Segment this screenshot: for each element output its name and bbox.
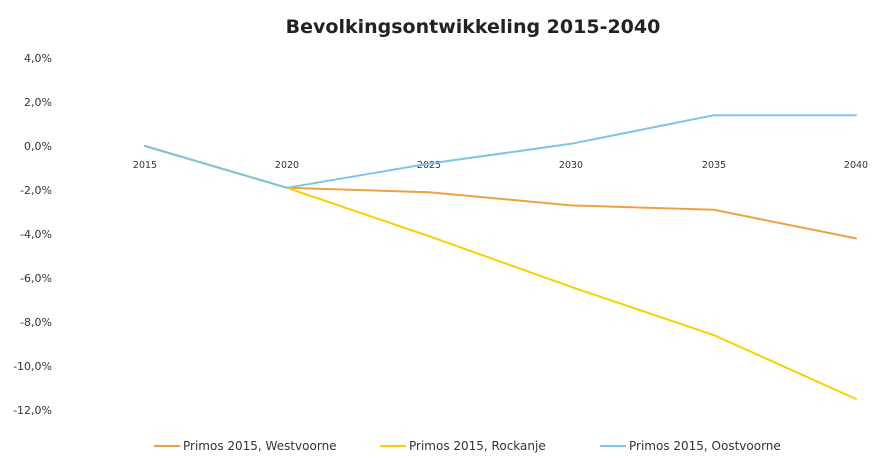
y-tick-label: -6,0%	[20, 272, 52, 285]
y-tick-label: -4,0%	[20, 228, 52, 241]
y-tick-label: -10,0%	[13, 360, 52, 373]
x-tick-label: 2020	[275, 160, 299, 171]
x-tick-label: 2040	[844, 160, 868, 171]
y-tick-label: -8,0%	[20, 316, 52, 329]
y-tick-label: -2,0%	[20, 184, 52, 197]
series-line	[144, 114, 857, 189]
series-line	[144, 145, 857, 240]
y-tick-label: 0,0%	[24, 140, 52, 153]
y-tick-label: 2,0%	[24, 96, 52, 109]
legend-label: Primos 2015, Rockanje	[409, 439, 546, 453]
x-tick-label: 2030	[559, 160, 583, 171]
series-line	[144, 145, 857, 400]
legend-label: Primos 2015, Westvoorne	[183, 439, 337, 453]
legend-label: Primos 2015, Oostvoorne	[629, 439, 781, 453]
x-tick-label: 2025	[417, 160, 441, 171]
chart-title: Bevolkingsontwikkeling 2015-2040	[285, 16, 661, 38]
y-tick-label: -12,0%	[13, 404, 52, 417]
x-tick-label: 2035	[702, 160, 726, 171]
x-tick-label: 2015	[133, 160, 157, 171]
y-tick-label: 4,0%	[24, 52, 52, 65]
